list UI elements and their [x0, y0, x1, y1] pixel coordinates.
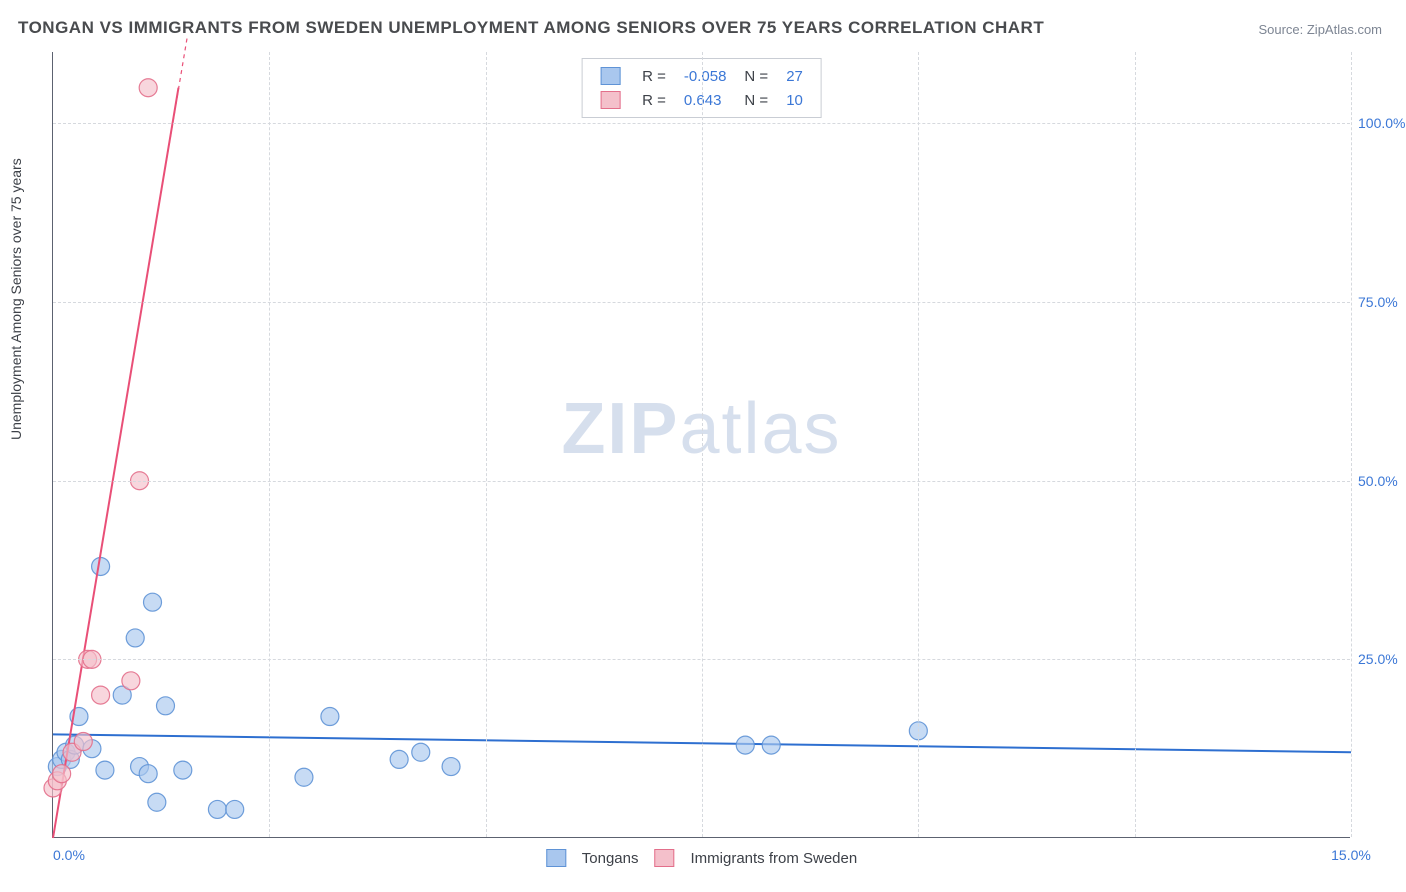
data-point: [122, 672, 140, 690]
data-point: [139, 765, 157, 783]
x-tick-label: 15.0%: [1331, 847, 1371, 863]
grid-v-line: [702, 52, 703, 837]
data-point: [156, 697, 174, 715]
grid-h-line: [53, 659, 1350, 660]
legend-swatch: [600, 91, 620, 109]
grid-h-line: [53, 302, 1350, 303]
data-point: [412, 743, 430, 761]
legend-series-label: Tongans: [582, 850, 639, 867]
data-point: [74, 733, 92, 751]
grid-v-line: [918, 52, 919, 837]
data-point: [442, 758, 460, 776]
data-point: [208, 800, 226, 818]
legend-n-value: 10: [778, 89, 811, 111]
chart-title: TONGAN VS IMMIGRANTS FROM SWEDEN UNEMPLO…: [18, 18, 1044, 38]
grid-h-line: [53, 481, 1350, 482]
legend-swatch: [654, 849, 674, 867]
data-point: [762, 736, 780, 754]
data-point: [226, 800, 244, 818]
legend-swatch: [546, 849, 566, 867]
chart-source: Source: ZipAtlas.com: [1258, 22, 1382, 37]
data-point: [390, 750, 408, 768]
legend-r-label: R =: [634, 89, 674, 111]
y-tick-label: 100.0%: [1358, 115, 1406, 131]
legend-series-label: Immigrants from Sweden: [690, 850, 857, 867]
legend-r-label: R =: [634, 65, 674, 87]
legend-swatch: [600, 67, 620, 85]
y-tick-label: 25.0%: [1358, 651, 1406, 667]
legend-r-value: 0.643: [676, 89, 735, 111]
data-point: [53, 765, 71, 783]
legend-n-label: N =: [736, 65, 776, 87]
data-point: [174, 761, 192, 779]
grid-h-line: [53, 123, 1350, 124]
data-point: [96, 761, 114, 779]
trend-line: [53, 88, 178, 838]
y-tick-label: 50.0%: [1358, 473, 1406, 489]
legend-r-value: -0.058: [676, 65, 735, 87]
data-point: [126, 629, 144, 647]
grid-v-line: [1351, 52, 1352, 837]
data-point: [295, 768, 313, 786]
data-point: [148, 793, 166, 811]
grid-v-line: [1135, 52, 1136, 837]
x-tick-label: 0.0%: [53, 847, 85, 863]
legend-n-value: 27: [778, 65, 811, 87]
grid-v-line: [486, 52, 487, 837]
y-tick-label: 75.0%: [1358, 294, 1406, 310]
data-point: [144, 593, 162, 611]
legend-n-label: N =: [736, 89, 776, 111]
data-point: [736, 736, 754, 754]
data-point: [139, 79, 157, 97]
y-axis-label: Unemployment Among Seniors over 75 years: [8, 158, 24, 440]
data-point: [92, 686, 110, 704]
data-point: [92, 557, 110, 575]
chart-container: TONGAN VS IMMIGRANTS FROM SWEDEN UNEMPLO…: [0, 0, 1406, 892]
data-point: [321, 708, 339, 726]
grid-v-line: [269, 52, 270, 837]
plot-area: ZIPatlas R =-0.058N =27R =0.643N =10 Ton…: [52, 52, 1350, 838]
legend-bottom: Tongans Immigrants from Sweden: [538, 849, 865, 867]
